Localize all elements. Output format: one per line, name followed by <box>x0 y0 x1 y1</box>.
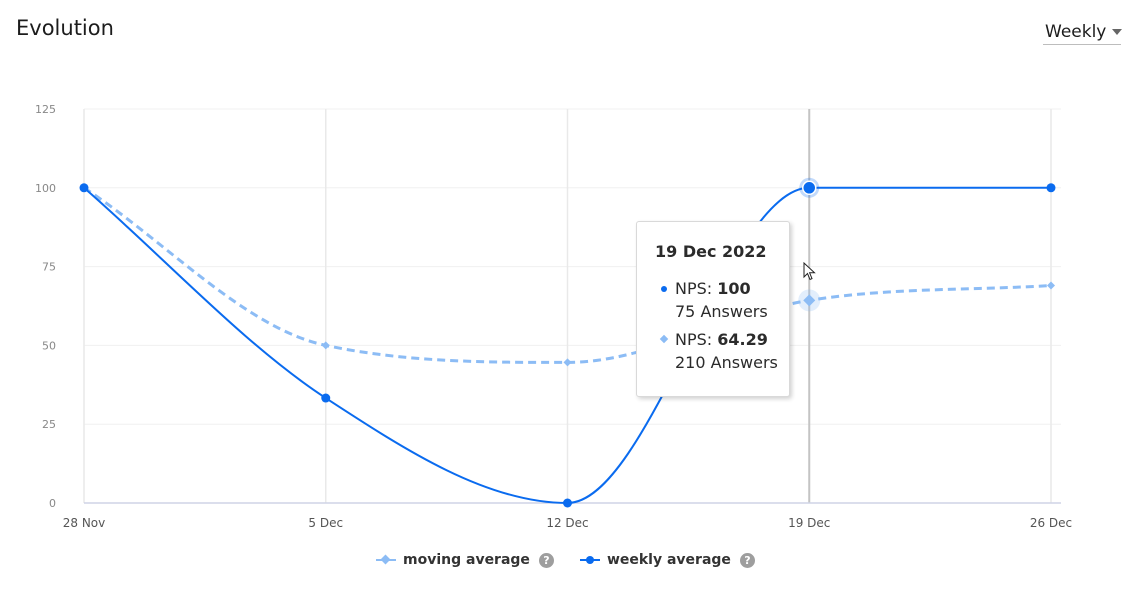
page-title: Evolution <box>16 16 114 40</box>
tooltip-date: 19 Dec 2022 <box>655 242 767 261</box>
y-tick-label: 0 <box>49 497 56 510</box>
weekly-average-point[interactable] <box>321 393 331 403</box>
solid-dot-line-icon <box>579 554 600 566</box>
tooltip-row-moving: NPS: 64.29 210 Answers <box>655 328 789 374</box>
moving-series-diamond-icon <box>659 334 669 344</box>
weekly-average-point[interactable] <box>1046 183 1056 193</box>
help-icon[interactable]: ? <box>538 552 554 568</box>
help-icon[interactable]: ? <box>739 552 755 568</box>
moving-average-point[interactable] <box>1047 281 1055 290</box>
tooltip-answers: 210 Answers <box>675 353 778 372</box>
caret-down-icon <box>1112 29 1123 35</box>
tooltip-metric-label: NPS: <box>675 330 713 349</box>
y-tick-label: 100 <box>35 182 56 195</box>
x-tick-label: 28 Nov <box>63 516 106 530</box>
weekly-average-point[interactable] <box>802 180 817 196</box>
period-dropdown[interactable]: Weekly <box>1043 20 1123 45</box>
y-tick-label: 75 <box>42 261 56 274</box>
dashed-diamond-line-icon <box>376 554 396 566</box>
legend-label: weekly average <box>606 552 731 568</box>
x-tick-label: 5 Dec <box>308 516 343 530</box>
tooltip-metric-value: 64.29 <box>717 330 768 349</box>
y-tick-label: 25 <box>42 418 56 431</box>
chart-legend: moving average ? weekly average ? <box>376 552 781 568</box>
weekly-series-dot-icon <box>661 286 667 292</box>
tooltip-metric-value: 100 <box>717 279 751 298</box>
tooltip-answers: 75 Answers <box>675 302 768 321</box>
legend-label: moving average <box>403 552 530 568</box>
chart-grid <box>83 108 1061 503</box>
weekly-average-point[interactable] <box>563 498 572 508</box>
weekly-average-line <box>83 186 1051 505</box>
x-tick-label: 26 Dec <box>1030 516 1072 530</box>
x-tick-label: 12 Dec <box>546 516 588 530</box>
y-tick-label: 125 <box>35 103 56 116</box>
moving-average-point[interactable] <box>563 358 572 367</box>
chart-tooltip: 19 Dec 2022 NPS: 100 75 Answers NPS: 64.… <box>636 221 790 397</box>
tooltip-metric-label: NPS: <box>675 279 713 298</box>
chart-axes: 0 25 50 75 100 125 28 Nov 5 Dec 12 Dec 19 Dec 26 D… <box>35 103 1072 530</box>
mouse-pointer-icon <box>803 262 816 281</box>
legend-item-weekly-average[interactable]: weekly average ? <box>579 552 755 568</box>
moving-average-point[interactable] <box>321 341 330 350</box>
period-dropdown-value: Weekly <box>1045 22 1107 42</box>
weekly-average-point[interactable] <box>79 183 89 193</box>
x-tick-label: 19 Dec <box>788 516 830 530</box>
tooltip-row-weekly: NPS: 100 75 Answers <box>655 277 789 323</box>
moving-average-point[interactable] <box>803 294 816 307</box>
chart-markers[interactable] <box>79 177 1056 508</box>
legend-item-moving-average[interactable]: moving average ? <box>376 552 554 568</box>
y-tick-label: 50 <box>42 339 56 352</box>
